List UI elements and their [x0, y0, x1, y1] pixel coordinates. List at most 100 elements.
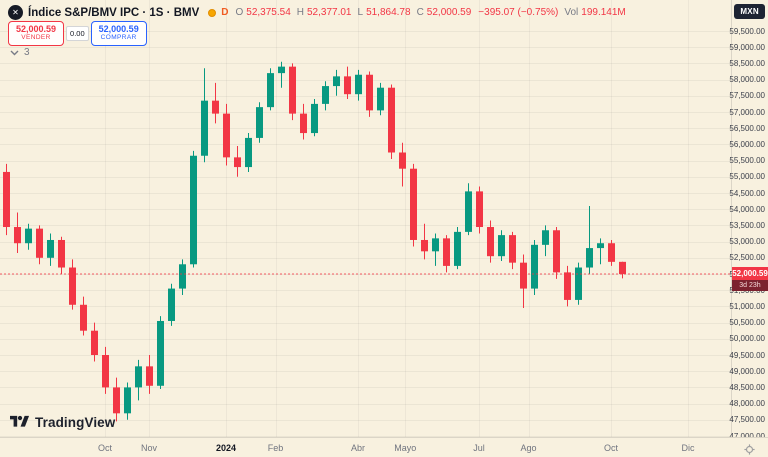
bar-countdown-badge: 3d 23h [732, 279, 768, 291]
candle [146, 355, 153, 394]
chart-header: ✕ Índice S&P/BMV IPC · 1S · BMV D O 52,37… [8, 5, 629, 20]
candle [487, 220, 494, 263]
low-value: 51,864.78 [366, 7, 411, 18]
candle [432, 233, 439, 266]
candle [3, 163, 10, 236]
candle [179, 259, 186, 296]
time-scale-axis[interactable]: Oct Nov 2024 Feb Abr Mayo Jul Ago Oct Dic [0, 437, 768, 457]
candle [223, 103, 230, 166]
candle [300, 103, 307, 140]
delayed-data-indicator[interactable]: D [221, 7, 229, 18]
candle [377, 82, 384, 116]
sell-label: VENDER [21, 34, 51, 42]
chart-canvas[interactable] [0, 0, 731, 457]
buy-price: 52,000.59 [98, 24, 139, 34]
close-value: 52,000.59 [426, 7, 472, 18]
tradingview-attribution[interactable]: TradingView [10, 415, 115, 430]
trade-panel: 52,000.59 VENDER 0.00 52,000.59 COMPRAR [8, 21, 147, 46]
candle [399, 142, 406, 187]
symbol-logo[interactable]: ✕ [8, 5, 23, 20]
price-tick-label: 47,500.00 [729, 415, 765, 425]
candle [476, 186, 483, 234]
candle [597, 238, 604, 265]
candle [575, 262, 582, 305]
candle [355, 69, 362, 101]
candle [333, 69, 340, 96]
open-label: O [235, 7, 244, 18]
time-tick-label: Dic [681, 443, 695, 453]
tradingview-logo-text: TradingView [35, 415, 116, 430]
candle [124, 382, 131, 420]
sell-button[interactable]: 52,000.59 VENDER [8, 21, 65, 46]
time-tick-label: Abr [350, 443, 366, 453]
candle [256, 102, 263, 143]
candle [278, 61, 285, 88]
currency-button[interactable]: MXN [734, 4, 765, 19]
tradingview-logo-icon [10, 415, 29, 427]
price-tick-label: 58,000.00 [729, 75, 765, 85]
price-scale-axis[interactable]: 52,000.59 3d 23h 59,500.00 59,000.00 58,50… [729, 0, 768, 441]
high-value: 52,377.01 [307, 7, 352, 18]
price-tick-label: 59,500.00 [729, 26, 765, 36]
price-tick-label: 49,500.00 [729, 350, 765, 360]
candle [344, 66, 351, 100]
candle [91, 322, 98, 362]
price-tick-label: 51,000.00 [729, 301, 765, 311]
candle [168, 283, 175, 326]
chevron-down-icon [10, 50, 19, 55]
price-tick-label: 57,000.00 [729, 107, 765, 117]
candle [586, 205, 593, 274]
symbol-logo-glyph: ✕ [12, 8, 19, 17]
price-tick-label: 50,000.00 [729, 334, 765, 344]
candle [113, 377, 120, 422]
candle [36, 225, 43, 265]
buy-label: COMPRAR [100, 34, 137, 42]
price-tick-label: 56,000.00 [729, 139, 765, 149]
high-label: H [296, 7, 304, 18]
candle [454, 227, 461, 270]
candle [619, 261, 626, 279]
candle [465, 183, 472, 236]
price-tick-label: 54,000.00 [729, 204, 765, 214]
price-tick-label: 47,000.00 [729, 431, 765, 441]
candle [366, 71, 373, 117]
candle [25, 223, 32, 250]
candle [542, 225, 549, 257]
time-tick-label: Mayo [394, 443, 417, 453]
change-value: −395.07 (−0.75%) [478, 7, 559, 18]
price-tick-label: 55,000.00 [729, 172, 765, 182]
candle [190, 150, 197, 268]
price-tick-label: 48,500.00 [729, 382, 765, 392]
time-tick-label-year: 2024 [215, 443, 237, 453]
candle [267, 68, 274, 111]
object-tree-toggle[interactable]: 3 [10, 47, 30, 58]
candle [311, 99, 318, 137]
open-value: 52,375.54 [246, 7, 291, 18]
price-tick-label: 57,500.00 [729, 91, 765, 101]
candle [564, 265, 571, 307]
time-tick-label: Feb [267, 443, 284, 453]
price-tick-label: 52,500.00 [729, 253, 765, 263]
candle [201, 68, 208, 163]
gear-icon[interactable] [744, 442, 755, 455]
time-tick-label: Ago [520, 443, 537, 453]
buy-button[interactable]: 52,000.59 COMPRAR [90, 21, 147, 46]
time-tick-label: Oct [97, 443, 113, 453]
candle [58, 236, 65, 274]
volume-value: 199.141M [581, 7, 626, 18]
price-tick-label: 50,500.00 [729, 318, 765, 328]
price-tick-label: 59,000.00 [729, 42, 765, 52]
candle [289, 63, 296, 121]
symbol-title[interactable]: Índice S&P/BMV IPC · 1S · BMV [28, 6, 200, 19]
price-tick-label: 53,000.00 [729, 237, 765, 247]
candle [531, 239, 538, 296]
market-status-icon[interactable] [208, 8, 217, 17]
time-tick-label: Jul [473, 443, 485, 453]
ohlc-values: O 52,375.54 H 52,377.01 L 51,864.78 C 52,000… [235, 7, 628, 18]
last-price-badge: 52,000.59 [732, 266, 768, 280]
candle [443, 235, 450, 273]
sell-price: 52,000.59 [16, 24, 57, 34]
candle [410, 163, 417, 247]
spread-value: 0.00 [66, 25, 89, 41]
